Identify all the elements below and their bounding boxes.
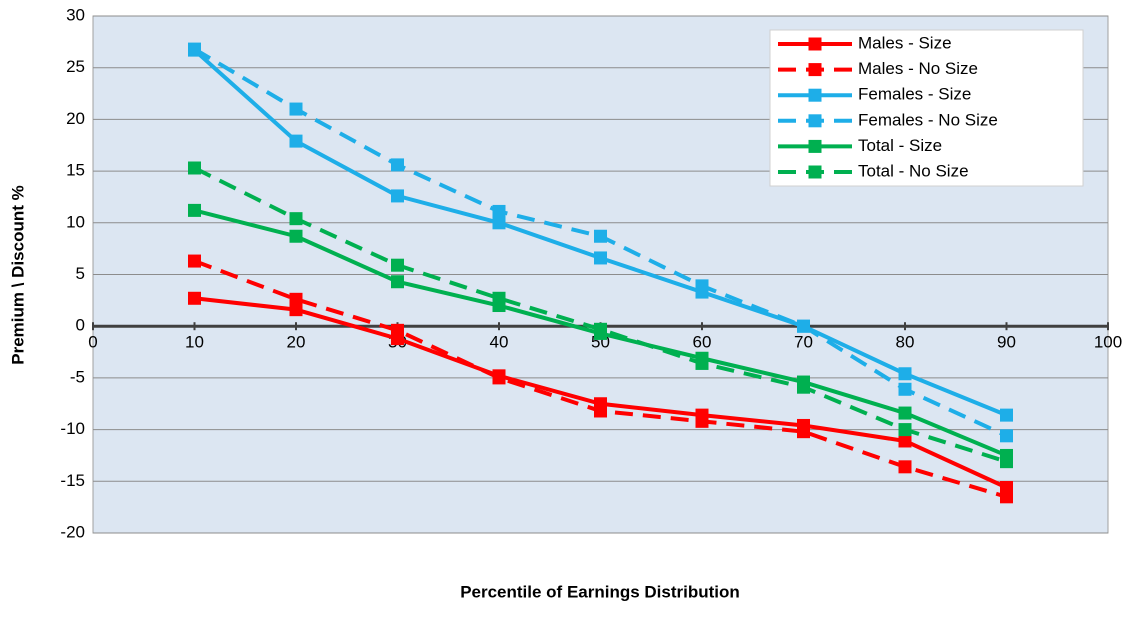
y-tick-label: 25	[66, 57, 85, 76]
marker	[188, 161, 201, 175]
x-tick-label: 90	[997, 333, 1016, 352]
y-tick-label: -15	[60, 471, 85, 490]
legend-marker	[808, 139, 822, 153]
y-tick-label: -10	[60, 419, 85, 438]
marker	[188, 203, 201, 217]
marker	[391, 158, 404, 172]
marker	[188, 254, 201, 268]
legend-label: Females - No Size	[858, 110, 998, 129]
marker	[695, 279, 709, 293]
marker	[898, 406, 912, 420]
marker	[391, 189, 404, 203]
legend-marker	[808, 37, 822, 51]
marker	[797, 319, 810, 333]
marker	[188, 291, 201, 305]
marker	[391, 323, 404, 337]
marker	[289, 303, 303, 317]
legend-label: Males - Size	[858, 33, 952, 52]
legend-label: Total - No Size	[858, 161, 969, 180]
marker	[695, 414, 709, 428]
marker	[594, 404, 607, 418]
x-tick-label: 100	[1094, 333, 1122, 352]
marker	[797, 380, 810, 394]
marker	[1000, 408, 1013, 422]
legend-marker	[808, 63, 822, 77]
y-axis-label: Premium \ Discount %	[8, 185, 27, 364]
marker	[594, 229, 607, 243]
marker	[898, 382, 912, 396]
legend-marker	[808, 165, 822, 179]
marker	[391, 258, 404, 272]
legend-box	[769, 29, 1084, 187]
marker	[492, 291, 506, 305]
marker	[594, 322, 607, 336]
y-tick-label: -20	[60, 522, 85, 541]
marker	[594, 251, 607, 265]
marker	[289, 102, 303, 116]
legend-label: Males - No Size	[858, 59, 978, 78]
x-axis-label: Percentile of Earnings Distribution	[460, 582, 740, 601]
marker	[898, 434, 912, 448]
marker	[289, 229, 303, 243]
y-tick-label: 10	[66, 212, 85, 231]
x-tick-label: 0	[88, 333, 97, 352]
y-tick-label: -5	[70, 367, 85, 386]
legend-marker	[808, 114, 822, 128]
marker	[1000, 429, 1013, 443]
marker	[391, 275, 404, 289]
x-tick-label: 60	[693, 333, 712, 352]
y-tick-label: 15	[66, 161, 85, 180]
marker	[695, 356, 709, 370]
marker	[289, 212, 303, 226]
marker	[492, 371, 506, 385]
marker	[1000, 490, 1013, 504]
marker	[898, 460, 912, 474]
y-tick-label: 20	[66, 109, 85, 128]
marker	[797, 425, 810, 439]
marker	[1000, 455, 1013, 469]
x-tick-label: 20	[287, 333, 306, 352]
marker	[188, 42, 201, 56]
y-tick-label: 5	[76, 264, 85, 283]
marker	[898, 423, 912, 437]
y-tick-label: 30	[66, 5, 85, 24]
legend-label: Females - Size	[858, 85, 971, 104]
marker	[898, 367, 912, 381]
x-tick-label: 80	[896, 333, 915, 352]
marker	[289, 292, 303, 306]
marker	[492, 204, 506, 218]
legend-marker	[808, 88, 822, 102]
marker	[492, 216, 506, 230]
x-tick-label: 10	[185, 333, 204, 352]
x-tick-label: 40	[490, 333, 509, 352]
marker	[289, 134, 303, 148]
x-tick-label: 70	[794, 333, 813, 352]
y-tick-label: 0	[76, 316, 85, 335]
legend-label: Total - Size	[858, 136, 942, 155]
